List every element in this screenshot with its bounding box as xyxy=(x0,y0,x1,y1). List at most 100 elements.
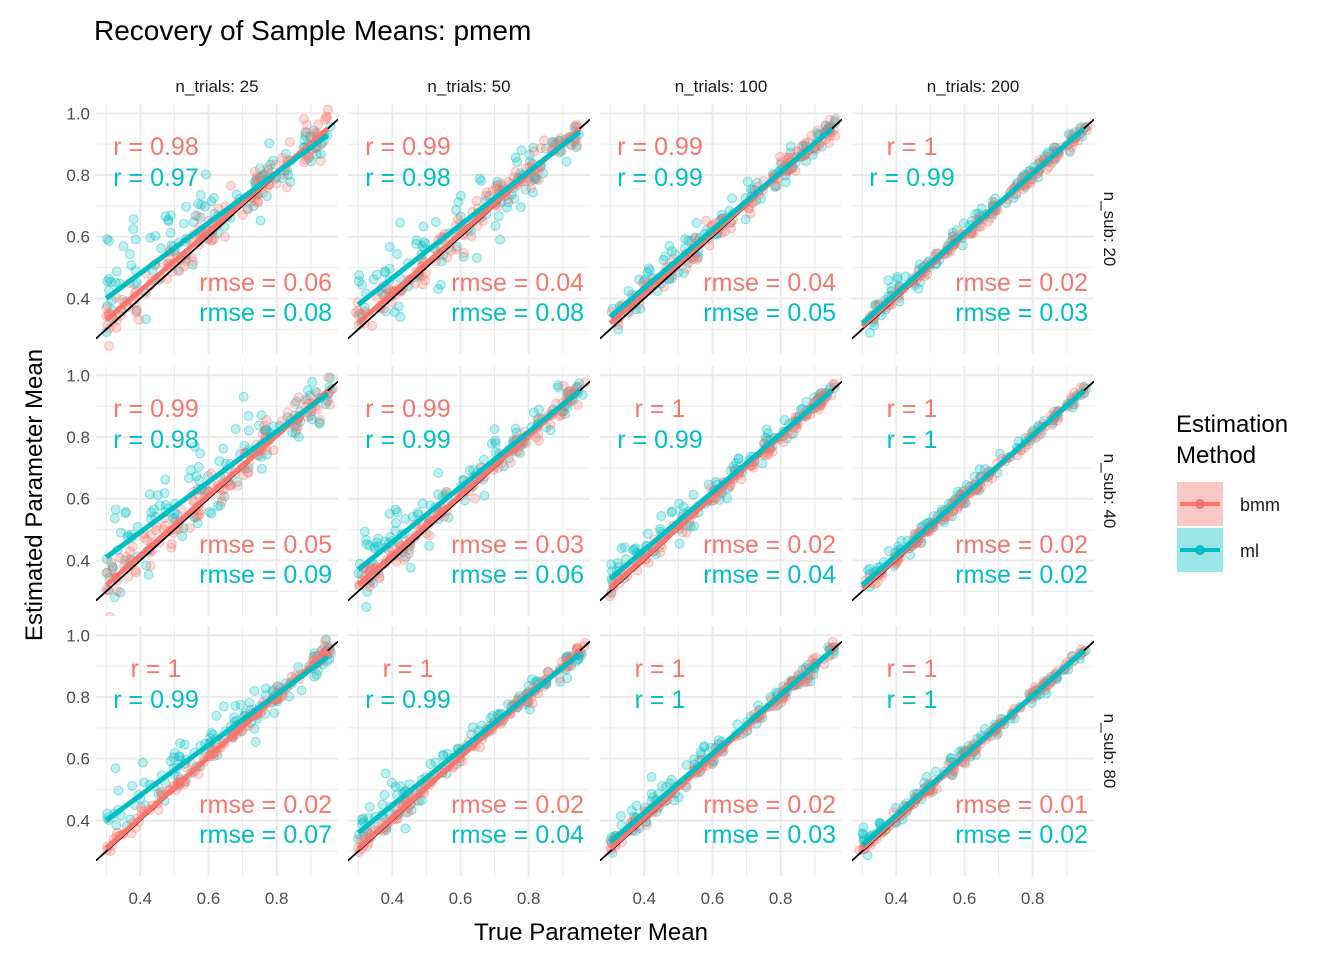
r-bmm-label: r = 0.98 xyxy=(113,133,198,161)
ml-point xyxy=(165,227,176,238)
ml-point xyxy=(373,533,384,544)
ml-point xyxy=(562,673,573,684)
ml-point xyxy=(143,569,154,580)
ml-point xyxy=(305,390,316,401)
ml-point xyxy=(727,193,738,204)
ml-point xyxy=(113,785,124,796)
panel-plot-area xyxy=(852,380,1094,602)
ml-point xyxy=(254,163,265,174)
y-tick-label: 0.4 xyxy=(66,811,90,830)
bmm-point xyxy=(613,319,624,330)
bmm-point xyxy=(351,307,362,318)
rmse-bmm-label: rmse = 0.02 xyxy=(955,269,1088,297)
ml-point xyxy=(419,237,430,248)
bmm-point xyxy=(111,322,122,333)
bmm-point xyxy=(403,548,414,559)
rmse-ml-label: rmse = 0.04 xyxy=(451,821,584,849)
ml-point xyxy=(249,686,260,697)
bmm-point xyxy=(323,372,334,383)
ml-point xyxy=(478,454,489,465)
ml-point xyxy=(256,410,267,421)
ml-point xyxy=(191,471,202,482)
legend-title-line2: Method xyxy=(1176,442,1256,469)
ml-point xyxy=(353,834,364,845)
bmm-point xyxy=(281,182,292,193)
bmm-point xyxy=(776,156,787,167)
bmm-point xyxy=(778,436,789,447)
ml-point xyxy=(630,543,641,554)
bmm-point xyxy=(277,152,288,163)
bmm-point xyxy=(491,181,502,192)
ml-point xyxy=(194,475,205,486)
bmm-point xyxy=(399,554,410,565)
ml-point xyxy=(400,551,411,562)
y-tick-label: 0.6 xyxy=(66,228,90,247)
bmm-point xyxy=(526,182,537,193)
rmse-bmm-label: rmse = 0.02 xyxy=(451,791,584,819)
bmm-point xyxy=(781,152,792,163)
bmm-point xyxy=(131,307,142,318)
bmm-point xyxy=(812,125,823,136)
bmm-point xyxy=(378,303,389,314)
x-tick-label: 0.4 xyxy=(380,889,404,908)
ml-point xyxy=(553,382,564,393)
ml-fit-line xyxy=(104,132,330,301)
bmm-point xyxy=(830,113,841,124)
bmm-point xyxy=(471,195,482,206)
panel-plot-area xyxy=(96,104,338,351)
ml-point xyxy=(307,376,318,387)
ml-point xyxy=(109,513,120,524)
rmse-ml-label: rmse = 0.07 xyxy=(199,821,332,849)
ml-point xyxy=(264,138,275,149)
ml-point xyxy=(540,143,551,154)
ml-point xyxy=(980,464,991,475)
r-bmm-label: r = 1 xyxy=(887,395,938,423)
ml-point xyxy=(377,799,388,810)
r-ml-label: r = 0.99 xyxy=(113,686,198,714)
ml-point xyxy=(433,467,444,478)
ml-point xyxy=(562,387,573,398)
bmm-point xyxy=(304,151,315,162)
ml-point xyxy=(664,240,675,251)
ml-point xyxy=(256,452,267,463)
ml-point xyxy=(930,766,941,777)
ml-point xyxy=(954,746,965,757)
ml-point xyxy=(192,518,203,529)
bmm-point xyxy=(409,278,420,289)
bmm-point xyxy=(268,445,279,456)
ml-point xyxy=(722,493,733,504)
y-tick-label: 0.4 xyxy=(66,551,90,570)
r-bmm-label: r = 1 xyxy=(635,655,686,683)
ml-point xyxy=(732,719,743,730)
ml-point xyxy=(168,752,179,763)
ml-point xyxy=(321,634,332,645)
ml-point xyxy=(644,265,655,276)
ml-point xyxy=(958,218,969,229)
ml-point xyxy=(635,303,646,314)
ml-point xyxy=(485,713,496,724)
ml-point xyxy=(384,263,395,274)
bmm-point xyxy=(531,432,542,443)
ml-point xyxy=(172,509,183,520)
ml-point xyxy=(110,277,121,288)
ml-point xyxy=(869,320,880,331)
ml-point xyxy=(208,192,219,203)
panel-plot-area xyxy=(600,636,842,862)
facet-label-row-0: n_sub: 20 xyxy=(1100,192,1119,267)
bmm-point xyxy=(293,392,304,403)
ml-point xyxy=(146,507,157,518)
bmm-point xyxy=(114,552,125,563)
bmm-point xyxy=(167,266,178,277)
ml-point xyxy=(643,263,654,274)
x-tick-label: 0.8 xyxy=(1021,889,1045,908)
ml-point xyxy=(193,461,204,472)
ml-point xyxy=(646,772,657,783)
rmse-ml-label: rmse = 0.06 xyxy=(451,561,584,589)
ml-point xyxy=(862,850,873,861)
ml-point xyxy=(947,227,958,238)
ml-point xyxy=(243,425,254,436)
ml-point xyxy=(474,173,485,184)
bmm-point xyxy=(292,421,303,432)
bmm-point xyxy=(104,323,115,334)
